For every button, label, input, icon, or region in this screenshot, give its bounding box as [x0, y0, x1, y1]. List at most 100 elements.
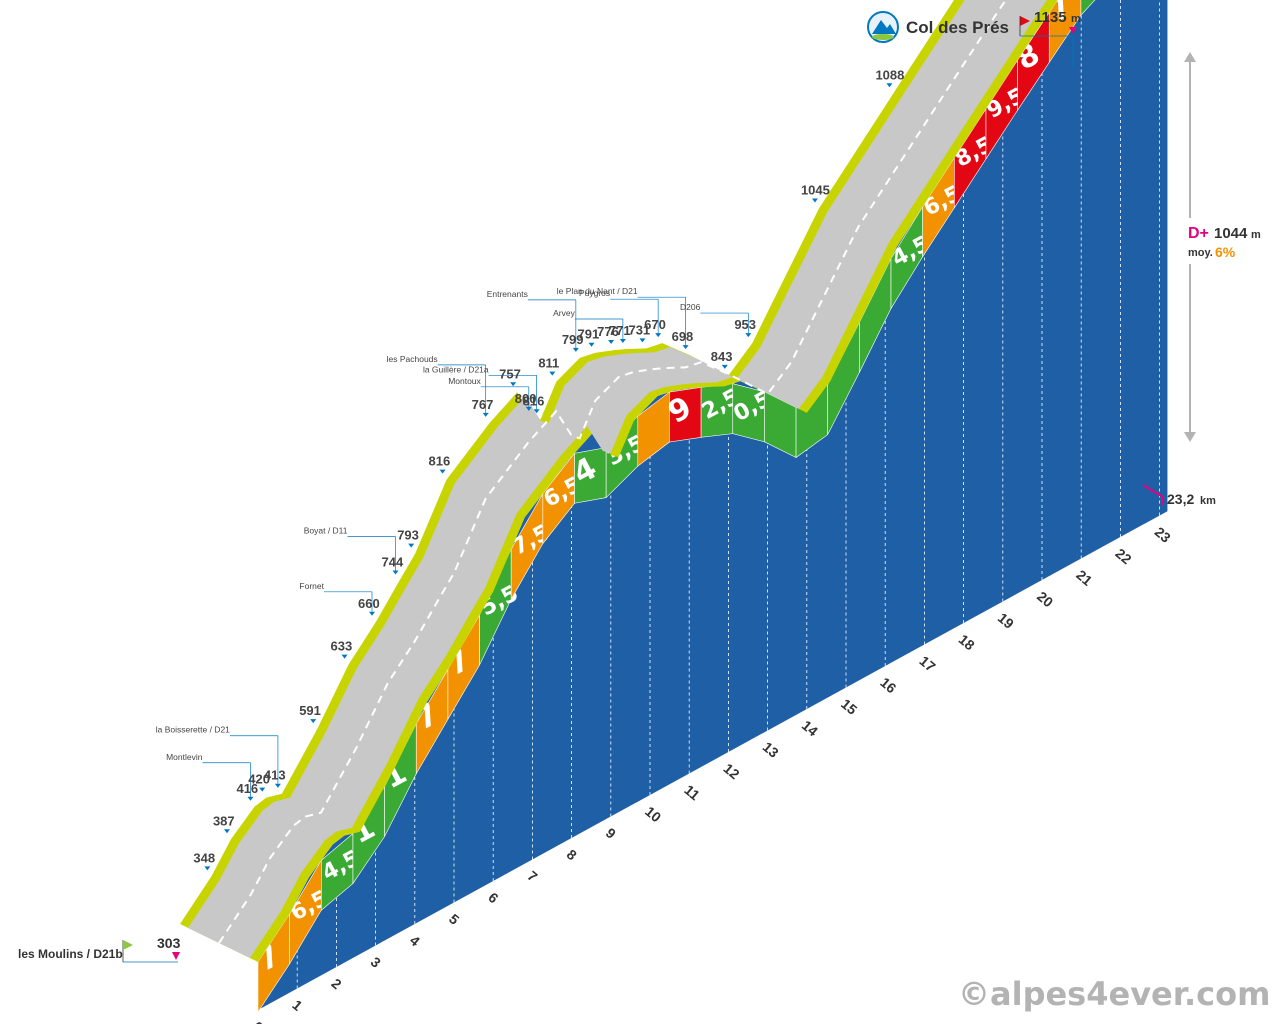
- altitude-marker-icon: [572, 347, 579, 352]
- place-label: le Plan du Nant / D21: [557, 286, 638, 296]
- altitude-marker-icon: [721, 364, 728, 369]
- altitude-label: 816: [429, 454, 451, 469]
- place-labels: Montlevin la Boisserette / D21 Fornet Boyat…: [156, 286, 749, 797]
- road-surface: [188, 0, 1047, 958]
- x-tick-label: 22: [1112, 545, 1134, 567]
- x-tick-label: 18: [956, 631, 978, 653]
- place-label: Puygros: [579, 288, 610, 298]
- x-tick-label: 20: [1034, 588, 1056, 610]
- altitude-marker-icon: [588, 342, 595, 347]
- x-tick-label: 19: [995, 610, 1017, 632]
- altitude-label: 633: [331, 639, 353, 654]
- x-tick-label: 17: [916, 653, 938, 675]
- x-tick-label: 12: [720, 760, 742, 782]
- x-tick-label: 14: [799, 717, 821, 739]
- altitude-label: 348: [193, 850, 215, 865]
- altitude-label: 698: [672, 329, 694, 344]
- arrow-up-icon: [1184, 52, 1196, 62]
- x-tick-label: 1: [289, 997, 305, 1014]
- x-tick-label: 15: [838, 696, 860, 718]
- start-altitude: 303: [157, 935, 181, 951]
- x-tick-label: 11: [681, 782, 703, 804]
- summit-marker: Col des Prés 1135 m: [867, 9, 1081, 70]
- summit-altitude: 1135: [1034, 9, 1067, 26]
- x-tick-label: 9: [603, 825, 619, 842]
- distance-unit: km: [1200, 495, 1216, 507]
- x-tick-label: 13: [760, 739, 782, 761]
- altitude-marker-icon: [655, 333, 662, 338]
- dplus-value: 1044: [1214, 225, 1248, 242]
- distance-value: 23,2: [1167, 491, 1194, 507]
- place-label: les Pachouds: [387, 354, 438, 364]
- stats-block: D+ 1044 m moy. 6%: [1184, 52, 1264, 442]
- altitude-marker-icon: [274, 783, 281, 788]
- altitude-label: 776: [597, 324, 619, 339]
- altitude-label: 771: [609, 323, 631, 338]
- road-center-line: [218, 0, 1008, 944]
- altitude-marker-icon: [247, 796, 254, 801]
- start-name: les Moulins / D21b: [18, 947, 123, 961]
- altitude-label: 811: [538, 356, 559, 371]
- place-label: Montlevin: [166, 752, 203, 762]
- altitude-marker-icon: [608, 340, 615, 345]
- altitude-label: 793: [397, 528, 419, 543]
- altitude-label: 791: [578, 327, 600, 342]
- place-label: Arvey: [553, 308, 575, 318]
- altitude-label: 953: [734, 317, 756, 332]
- x-tick-label: 0: [250, 1018, 266, 1024]
- place-label: la Boisserette / D21: [156, 725, 230, 735]
- profile-side-wall: [258, 0, 1168, 1010]
- mountain-peak-icon: [872, 20, 896, 34]
- summit-name: Col des Prés: [906, 18, 1009, 37]
- altitude-marker-icon: [408, 543, 415, 548]
- altitude-marker-icon: [811, 198, 818, 203]
- altitude-marker-icon: [682, 345, 689, 350]
- avg-value: 6%: [1215, 244, 1236, 260]
- altitude-marker-icon: [525, 406, 532, 411]
- altitude-label: 1045: [801, 183, 830, 198]
- altitude-marker-icon: [369, 611, 375, 616]
- altitude-label: 757: [499, 366, 521, 381]
- altitude-label: 1088: [875, 67, 904, 82]
- x-tick-label: 5: [446, 911, 462, 928]
- x-tick-label: 2: [328, 975, 344, 992]
- x-tick-label: 4: [407, 932, 423, 949]
- x-tick-label: 16: [877, 674, 899, 696]
- altitude-label: 670: [644, 317, 666, 332]
- altitude-marker-icon: [204, 866, 211, 871]
- gradient-segment: [1080, 0, 1096, 16]
- place-label: Fornet: [299, 581, 324, 591]
- copyright-text: ©alpes4ever.com: [958, 975, 1270, 1013]
- km-tick-lines: [257, 0, 1160, 1010]
- summit-pin-icon: [1069, 27, 1077, 34]
- avg-label: moy.: [1188, 247, 1213, 259]
- start-pin-icon: [172, 952, 180, 960]
- altitude-labels: 3483874164204135916336607447938167677578…: [193, 67, 904, 871]
- altitude-marker-icon: [341, 654, 348, 659]
- place-label: D206: [680, 302, 701, 312]
- altitude-marker-icon: [223, 829, 230, 834]
- dplus-unit: m: [1251, 229, 1261, 241]
- altitude-label: 816: [523, 393, 545, 408]
- place-label: la Guillère / D21a: [423, 364, 489, 374]
- altitude-marker-icon: [886, 83, 893, 88]
- altitude-label: 800: [515, 391, 537, 406]
- altitude-marker-icon: [510, 382, 517, 387]
- altitude-label: 744: [382, 555, 404, 570]
- altitude-marker-icon: [392, 570, 399, 575]
- start-flag-icon: [123, 940, 133, 950]
- altitude-label: 420: [248, 772, 270, 787]
- altitude-marker-icon: [619, 339, 626, 344]
- arrow-down-icon: [1184, 432, 1196, 442]
- x-tick-label: 7: [524, 868, 540, 885]
- altitude-marker-icon: [549, 371, 556, 376]
- altitude-marker-icon: [259, 787, 266, 792]
- altitude-label: 387: [213, 813, 235, 828]
- altitude-marker-icon: [745, 333, 752, 338]
- altitude-label: 413: [264, 768, 286, 783]
- place-label: Entrenants: [487, 289, 528, 299]
- place-label: Boyat / D11: [304, 526, 348, 536]
- altitude-label: 591: [299, 703, 321, 718]
- summit-unit: m: [1071, 13, 1081, 25]
